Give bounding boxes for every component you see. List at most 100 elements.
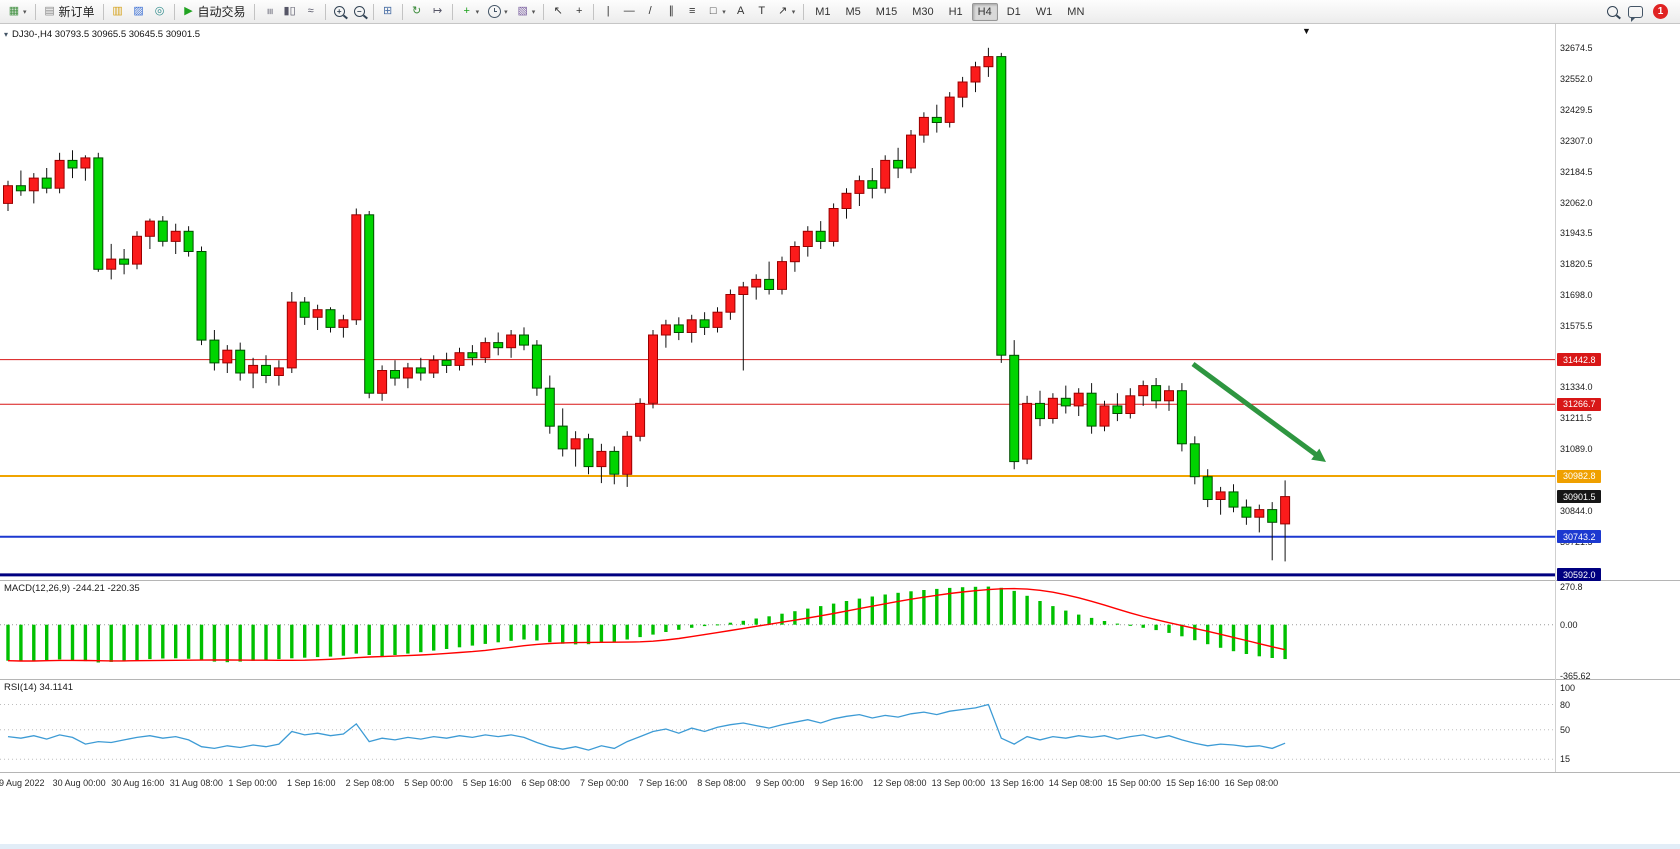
dropdown-caret-icon: ▾ bbox=[475, 8, 480, 16]
zoom-out-button[interactable]: − bbox=[350, 1, 369, 23]
horizontal-line-icon: — bbox=[623, 5, 635, 17]
zoom-out-icon: − bbox=[353, 6, 365, 17]
price-axis-label: 31334.0 bbox=[1560, 382, 1593, 393]
time-axis-label: 7 Sep 00:00 bbox=[580, 778, 629, 788]
channel-button[interactable]: ∥ bbox=[661, 1, 681, 23]
chart-shift-button[interactable]: ↦ bbox=[428, 1, 448, 23]
new-order-button[interactable]: ▤ 新订单 bbox=[40, 1, 99, 23]
price-line-tag: 31266.7 bbox=[1557, 397, 1601, 411]
price-axis-label: 31211.5 bbox=[1560, 413, 1592, 424]
panel-separator[interactable] bbox=[0, 679, 1680, 680]
time-axis-label: 7 Sep 16:00 bbox=[638, 778, 688, 788]
cursor-button[interactable]: ↖ bbox=[548, 1, 568, 23]
time-axis-label: 13 Sep 16:00 bbox=[990, 778, 1044, 788]
crosshair-button[interactable]: + bbox=[569, 1, 589, 23]
arrows-button[interactable]: ↗ ▾ bbox=[773, 1, 800, 23]
timeframe-m15[interactable]: M15 bbox=[875, 5, 898, 18]
rsi-axis-label: 50 bbox=[1560, 724, 1571, 735]
price-line-tag: 31442.8 bbox=[1557, 353, 1601, 367]
timeframe-m1[interactable]: M1 bbox=[815, 5, 831, 18]
navigator-button[interactable]: ◎ bbox=[150, 1, 170, 23]
zoom-in-icon: + bbox=[333, 6, 345, 17]
toolbar-right-group: 1 bbox=[1607, 4, 1676, 22]
shapes-button[interactable]: □ ▾ bbox=[703, 1, 730, 23]
price-axis-border bbox=[1555, 24, 1556, 772]
time-axis-label: 5 Sep 16:00 bbox=[462, 778, 512, 788]
new-chart-button[interactable]: ▦ ▾ bbox=[4, 1, 31, 23]
price-chart-panel[interactable]: ▾ DJ30-,H4 30793.5 30965.5 30645.5 30901… bbox=[0, 24, 1556, 580]
market-watch-button[interactable]: ▥ bbox=[108, 1, 128, 23]
crosshair-icon: + bbox=[575, 5, 583, 17]
navigator-icon: ◎ bbox=[154, 5, 165, 17]
fibonacci-button[interactable]: ≡ bbox=[682, 1, 702, 23]
bars-chart-icon: ≡ bbox=[263, 8, 276, 15]
new-chart-icon: ▦ bbox=[8, 5, 20, 17]
time-axis-label: 1 Sep 00:00 bbox=[228, 778, 277, 788]
timeframe-w1[interactable]: W1 bbox=[1035, 5, 1053, 18]
candle-chart-icon: ▮▯ bbox=[283, 5, 296, 17]
cursor-icon: ↖ bbox=[553, 5, 563, 17]
tile-windows-icon: ⊞ bbox=[383, 5, 393, 17]
chart-title: ▾ DJ30-,H4 30793.5 30965.5 30645.5 30901… bbox=[4, 29, 200, 40]
rsi-axis-label: 80 bbox=[1560, 699, 1571, 710]
channel-icon: ∥ bbox=[668, 5, 674, 17]
price-axis-label: 31820.5 bbox=[1560, 259, 1593, 269]
trendline-button[interactable]: / bbox=[640, 1, 660, 23]
chart-window: ▾ DJ30-,H4 30793.5 30965.5 30645.5 30901… bbox=[0, 24, 1680, 849]
time-axis-separator bbox=[0, 772, 1680, 773]
time-axis-label: 8 Sep 08:00 bbox=[697, 778, 746, 788]
timeframe-d1[interactable]: D1 bbox=[1006, 5, 1021, 18]
time-axis-label: 15 Sep 16:00 bbox=[1166, 778, 1220, 788]
notification-badge[interactable]: 1 bbox=[1653, 4, 1668, 19]
toolbar-separator bbox=[593, 3, 595, 20]
timeframe-h4[interactable]: H4 bbox=[971, 2, 998, 21]
fibonacci-icon: ≡ bbox=[688, 5, 696, 17]
price-axis-label: 32307.0 bbox=[1560, 135, 1593, 146]
time-axis-label: 13 Sep 00:00 bbox=[931, 778, 986, 788]
auto-trading-button[interactable]: ▶ 自动交易 bbox=[179, 1, 250, 23]
templates-button[interactable]: ▧ ▾ bbox=[513, 1, 540, 23]
bars-chart-button[interactable]: ≡ bbox=[259, 1, 279, 23]
chat-icon[interactable] bbox=[1628, 5, 1643, 22]
timeframe-mn[interactable]: MN bbox=[1067, 5, 1085, 18]
dropdown-caret-icon: ▾ bbox=[504, 8, 508, 16]
macd-panel[interactable]: MACD(12,26,9) -244.21 -220.35 bbox=[0, 581, 1556, 679]
price-axis-label: 31089.0 bbox=[1560, 444, 1593, 455]
label-button[interactable]: T bbox=[752, 1, 772, 23]
price-axis-label: 31698.0 bbox=[1560, 290, 1593, 300]
timeframe-h1[interactable]: H1 bbox=[948, 5, 963, 18]
rsi-panel[interactable]: RSI(14) 34.1141 bbox=[0, 680, 1556, 772]
toolbar-separator bbox=[253, 3, 255, 20]
clock-icon bbox=[488, 5, 502, 18]
indicators-button[interactable]: + ▾ bbox=[457, 1, 484, 23]
rsi-label: RSI(14) 34.1141 bbox=[4, 682, 74, 693]
new-order-icon: ▤ bbox=[44, 5, 55, 17]
tile-windows-button[interactable]: ⊞ bbox=[378, 1, 398, 23]
line-chart-icon: ≈ bbox=[307, 5, 314, 17]
vertical-line-button[interactable]: | bbox=[598, 1, 618, 23]
chart-shift-marker[interactable]: ▼ bbox=[1302, 26, 1311, 36]
timeframe-m30[interactable]: M30 bbox=[912, 5, 934, 18]
time-axis-label: 30 Aug 16:00 bbox=[111, 778, 165, 788]
candle-chart-button[interactable]: ▮▯ bbox=[280, 1, 300, 23]
timeframe-m5[interactable]: M5 bbox=[845, 5, 861, 18]
toolbar-separator bbox=[102, 3, 104, 20]
search-icon[interactable] bbox=[1607, 6, 1618, 17]
zoom-in-button[interactable]: + bbox=[330, 1, 349, 23]
time-axis-label: 29 Aug 2022 bbox=[0, 778, 45, 788]
panel-separator[interactable] bbox=[0, 580, 1680, 581]
periods-button[interactable]: ▾ bbox=[484, 1, 512, 23]
toolbar-separator bbox=[372, 3, 374, 20]
auto-scroll-button[interactable]: ↻ bbox=[407, 1, 427, 23]
price-line-tag: 30743.2 bbox=[1557, 530, 1601, 544]
data-window-button[interactable]: ▨ bbox=[129, 1, 149, 23]
price-line-tag: 30982.8 bbox=[1557, 469, 1601, 483]
price-axis-label: 32184.5 bbox=[1560, 166, 1593, 177]
templates-icon: ▧ bbox=[517, 5, 528, 17]
line-chart-button[interactable]: ≈ bbox=[301, 1, 321, 23]
time-axis-label: 2 Sep 08:00 bbox=[345, 778, 395, 788]
text-button[interactable]: A bbox=[731, 1, 751, 23]
chart-context-menu-icon[interactable]: ▾ bbox=[4, 30, 9, 39]
toolbar-separator bbox=[401, 3, 403, 20]
horizontal-line-button[interactable]: — bbox=[619, 1, 639, 23]
